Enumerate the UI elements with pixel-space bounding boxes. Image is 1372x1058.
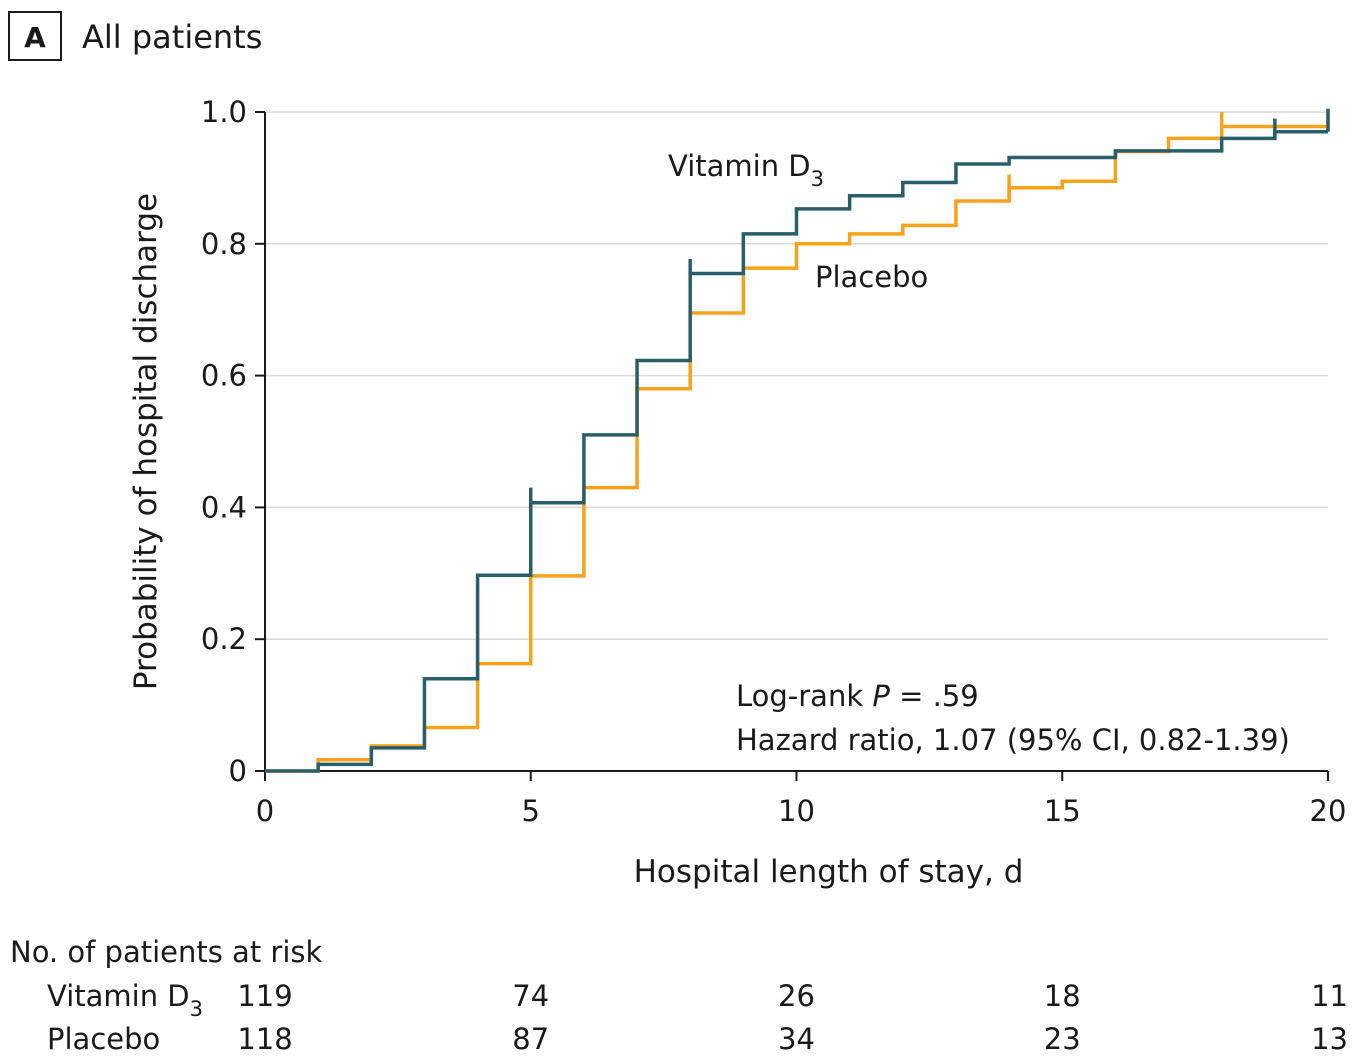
risk-value-0-0: 119 — [237, 979, 292, 1013]
series-lines — [265, 108, 1330, 773]
series-label-sub-0: 3 — [811, 167, 824, 191]
x-tick-label-4: 20 — [1310, 794, 1347, 828]
series-line-0 — [265, 130, 1328, 773]
y-tick-label-5: 1.0 — [201, 95, 247, 129]
y-tick-label-3: 0.6 — [201, 359, 247, 393]
risk-value-0-1: 74 — [512, 979, 549, 1013]
panel-title: All patients — [82, 18, 262, 56]
risk-row-label-1: Placebo — [47, 1022, 160, 1056]
series-label-1: Placebo — [815, 260, 928, 294]
panel-letter: A — [24, 21, 46, 54]
panel-letter-box — [8, 11, 62, 61]
series-labels: Vitamin D3 Placebo — [668, 149, 928, 294]
x-tick-label-2: 10 — [778, 794, 815, 828]
logrank-annotation: Log-rank P = .59 — [736, 679, 979, 713]
x-tick-label-0: 0 — [256, 794, 274, 828]
risk-value-1-3: 23 — [1044, 1022, 1081, 1056]
x-tick-label-3: 15 — [1044, 794, 1081, 828]
risk-table-title: No. of patients at risk — [10, 935, 323, 969]
axes: 0 0.2 0.4 0.6 0.8 1.0 0 5 10 15 20 — [201, 95, 1347, 828]
risk-value-0-2: 26 — [778, 979, 815, 1013]
hazard-ratio-annotation: Hazard ratio, 1.07 (95% CI, 0.82-1.39) — [736, 723, 1290, 757]
y-tick-label-0: 0 — [229, 754, 247, 788]
logrank-p: P — [872, 679, 890, 713]
logrank-value: = .59 — [890, 679, 979, 713]
risk-row-label-main-1: Placebo — [47, 1022, 160, 1056]
gridlines — [265, 111, 1328, 640]
series-label-main-0: Vitamin D — [668, 149, 811, 183]
series-label-main-1: Placebo — [815, 260, 928, 294]
y-tick-label-1: 0.2 — [201, 622, 247, 656]
risk-value-1-4: 13 — [1311, 1022, 1348, 1056]
risk-value-0-3: 18 — [1044, 979, 1081, 1013]
risk-value-1-2: 34 — [778, 1022, 815, 1056]
risk-value-1-1: 87 — [512, 1022, 549, 1056]
y-axis-title: Probability of hospital discharge — [128, 193, 164, 690]
risk-value-1-0: 118 — [237, 1022, 292, 1056]
x-tick-label-1: 5 — [522, 794, 540, 828]
y-tick-label-4: 0.8 — [201, 227, 247, 261]
logrank-prefix: Log-rank — [736, 679, 872, 713]
y-tick-label-2: 0.4 — [201, 490, 247, 524]
risk-table: No. of patients at risk Vitamin D3 119 74 2… — [10, 935, 1348, 1056]
risk-row-label-sub-0: 3 — [190, 997, 203, 1021]
risk-value-0-4: 11 — [1311, 979, 1348, 1013]
x-axis-title: Hospital length of stay, d — [634, 854, 1024, 890]
risk-row-label-main-0: Vitamin D — [47, 979, 190, 1013]
series-line-1 — [265, 124, 1328, 773]
series-label-0: Vitamin D3 — [668, 149, 824, 191]
risk-row-label-0: Vitamin D3 — [47, 979, 203, 1021]
